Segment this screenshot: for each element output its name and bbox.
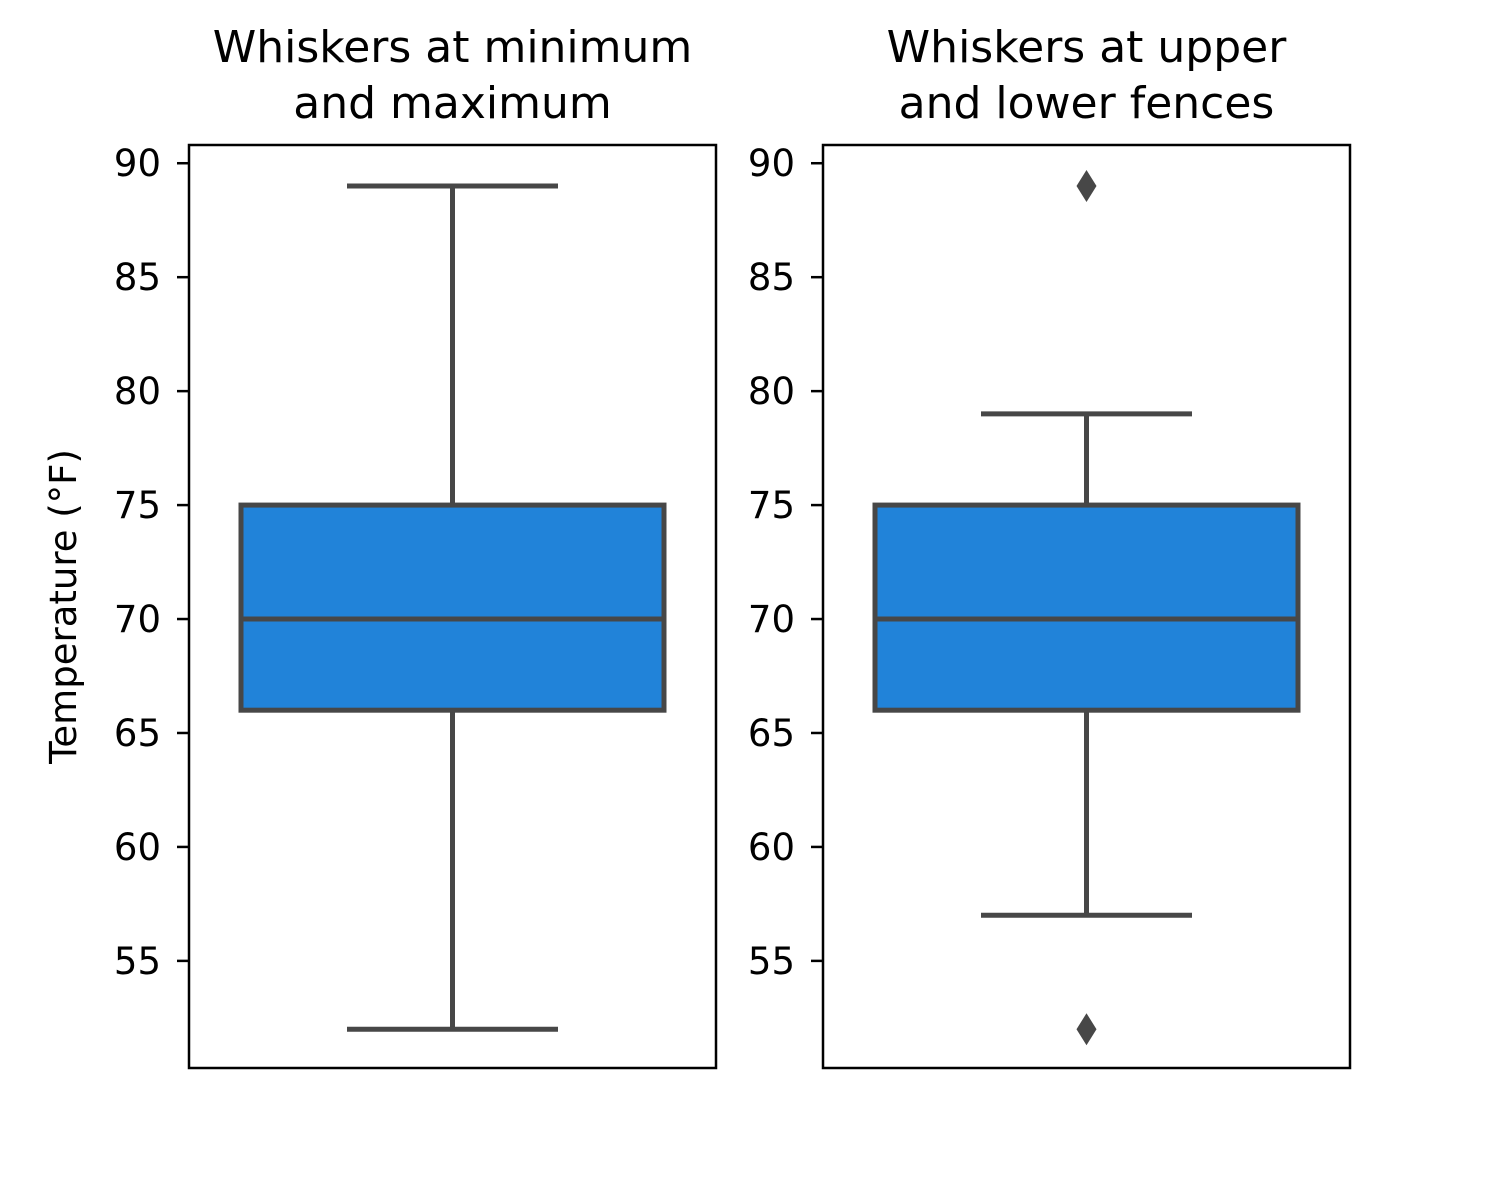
panel-2-y-tick-label: 70 [748,598,795,641]
panel-2-y-tick-label: 85 [748,256,795,299]
panel-2-y-tick-label: 75 [748,484,795,527]
panel-2-y-tick-label: 55 [748,940,795,983]
panel-2-outlier-point [1076,1013,1097,1046]
panel-2-y-tick-label: 90 [748,142,795,185]
panel-1-y-tick-label: 90 [114,142,161,185]
panel-2-y-tick-label: 65 [748,712,795,755]
panel-2-axes-frame [821,143,1352,1070]
panel-2-title: Whiskers at upper and lower fences [887,22,1288,129]
panel-1-y-tick-label: 70 [114,598,161,641]
panel-1-y-tick-label: 65 [114,712,161,755]
panel-2-y-tick-label: 60 [748,826,795,869]
panel-1-y-axis-label: Temperature (°F) [42,449,85,765]
panel-1-y-tick-label: 55 [114,940,161,983]
panel-1-iqr-box [238,502,667,713]
panel-2-outlier-point [1076,170,1097,203]
panel-1-y-tick-label: 80 [114,370,161,413]
panel-2-y-tick-label: 80 [748,370,795,413]
panel-1-y-tick-label: 75 [114,484,161,527]
panel-2-iqr-box [872,502,1301,713]
panel-1-y-tick-label: 85 [114,256,161,299]
panel-1-y-tick-label: 60 [114,826,161,869]
panel-1-axes-frame [187,143,718,1070]
panel-1-title: Whiskers at minimum and maximum [213,22,693,129]
